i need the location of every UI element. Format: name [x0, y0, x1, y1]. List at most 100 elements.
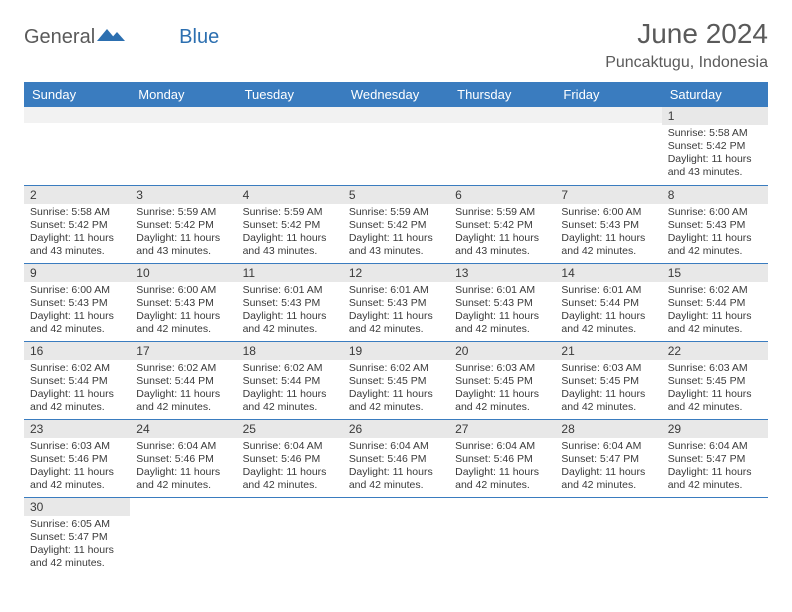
calendar-cell: 22Sunrise: 6:03 AMSunset: 5:45 PMDayligh… — [662, 341, 768, 419]
page-header: General Blue June 2024 Puncaktugu, Indon… — [24, 18, 768, 72]
calendar-cell — [662, 497, 768, 575]
calendar-cell: 9Sunrise: 6:00 AMSunset: 5:43 PMDaylight… — [24, 263, 130, 341]
weekday-header: Tuesday — [237, 82, 343, 107]
title-block: June 2024 Puncaktugu, Indonesia — [605, 18, 768, 72]
empty-daynum-bar — [449, 107, 555, 123]
calendar-cell: 30Sunrise: 6:05 AMSunset: 5:47 PMDayligh… — [24, 497, 130, 575]
day-details: Sunrise: 6:01 AMSunset: 5:43 PMDaylight:… — [449, 282, 555, 341]
day-details: Sunrise: 6:01 AMSunset: 5:43 PMDaylight:… — [237, 282, 343, 341]
day-number: 15 — [662, 264, 768, 282]
day-details: Sunrise: 6:02 AMSunset: 5:45 PMDaylight:… — [343, 360, 449, 419]
calendar-cell: 12Sunrise: 6:01 AMSunset: 5:43 PMDayligh… — [343, 263, 449, 341]
location-label: Puncaktugu, Indonesia — [605, 54, 768, 72]
day-details: Sunrise: 6:03 AMSunset: 5:45 PMDaylight:… — [662, 360, 768, 419]
calendar-row: 2Sunrise: 5:58 AMSunset: 5:42 PMDaylight… — [24, 185, 768, 263]
day-details: Sunrise: 6:01 AMSunset: 5:44 PMDaylight:… — [555, 282, 661, 341]
day-details: Sunrise: 6:03 AMSunset: 5:46 PMDaylight:… — [24, 438, 130, 497]
weekday-header: Saturday — [662, 82, 768, 107]
day-number: 2 — [24, 186, 130, 204]
calendar-cell — [343, 107, 449, 185]
day-details: Sunrise: 5:59 AMSunset: 5:42 PMDaylight:… — [449, 204, 555, 263]
calendar-cell: 17Sunrise: 6:02 AMSunset: 5:44 PMDayligh… — [130, 341, 236, 419]
day-number: 18 — [237, 342, 343, 360]
day-number: 5 — [343, 186, 449, 204]
weekday-header: Monday — [130, 82, 236, 107]
calendar-cell — [24, 107, 130, 185]
day-number: 16 — [24, 342, 130, 360]
day-number: 9 — [24, 264, 130, 282]
calendar-cell: 5Sunrise: 5:59 AMSunset: 5:42 PMDaylight… — [343, 185, 449, 263]
calendar-cell — [237, 497, 343, 575]
calendar-cell: 20Sunrise: 6:03 AMSunset: 5:45 PMDayligh… — [449, 341, 555, 419]
day-number: 23 — [24, 420, 130, 438]
weekday-header: Wednesday — [343, 82, 449, 107]
calendar-cell — [343, 497, 449, 575]
day-details: Sunrise: 6:00 AMSunset: 5:43 PMDaylight:… — [662, 204, 768, 263]
day-details: Sunrise: 6:04 AMSunset: 5:47 PMDaylight:… — [555, 438, 661, 497]
day-number: 28 — [555, 420, 661, 438]
day-number: 1 — [662, 107, 768, 125]
calendar-cell: 23Sunrise: 6:03 AMSunset: 5:46 PMDayligh… — [24, 419, 130, 497]
month-title: June 2024 — [605, 18, 768, 50]
day-number: 30 — [24, 498, 130, 516]
calendar-cell: 27Sunrise: 6:04 AMSunset: 5:46 PMDayligh… — [449, 419, 555, 497]
empty-daynum-bar — [130, 107, 236, 123]
calendar-cell — [449, 107, 555, 185]
calendar-cell: 11Sunrise: 6:01 AMSunset: 5:43 PMDayligh… — [237, 263, 343, 341]
day-number: 29 — [662, 420, 768, 438]
calendar-cell: 6Sunrise: 5:59 AMSunset: 5:42 PMDaylight… — [449, 185, 555, 263]
day-details: Sunrise: 6:04 AMSunset: 5:46 PMDaylight:… — [343, 438, 449, 497]
calendar-cell: 19Sunrise: 6:02 AMSunset: 5:45 PMDayligh… — [343, 341, 449, 419]
day-number: 24 — [130, 420, 236, 438]
calendar-cell — [237, 107, 343, 185]
calendar-row: 30Sunrise: 6:05 AMSunset: 5:47 PMDayligh… — [24, 497, 768, 575]
calendar-cell: 25Sunrise: 6:04 AMSunset: 5:46 PMDayligh… — [237, 419, 343, 497]
calendar-cell: 29Sunrise: 6:04 AMSunset: 5:47 PMDayligh… — [662, 419, 768, 497]
weekday-header: Sunday — [24, 82, 130, 107]
day-number: 21 — [555, 342, 661, 360]
calendar-cell: 7Sunrise: 6:00 AMSunset: 5:43 PMDaylight… — [555, 185, 661, 263]
day-details: Sunrise: 6:02 AMSunset: 5:44 PMDaylight:… — [130, 360, 236, 419]
day-number: 10 — [130, 264, 236, 282]
calendar-cell — [555, 497, 661, 575]
day-number: 6 — [449, 186, 555, 204]
calendar-cell: 8Sunrise: 6:00 AMSunset: 5:43 PMDaylight… — [662, 185, 768, 263]
day-number: 4 — [237, 186, 343, 204]
day-details: Sunrise: 6:00 AMSunset: 5:43 PMDaylight:… — [555, 204, 661, 263]
logo-text-main: General — [24, 26, 95, 49]
day-details: Sunrise: 6:04 AMSunset: 5:46 PMDaylight:… — [130, 438, 236, 497]
calendar-cell: 21Sunrise: 6:03 AMSunset: 5:45 PMDayligh… — [555, 341, 661, 419]
calendar-cell: 13Sunrise: 6:01 AMSunset: 5:43 PMDayligh… — [449, 263, 555, 341]
day-details: Sunrise: 6:01 AMSunset: 5:43 PMDaylight:… — [343, 282, 449, 341]
day-details: Sunrise: 5:58 AMSunset: 5:42 PMDaylight:… — [662, 125, 768, 184]
calendar-cell: 15Sunrise: 6:02 AMSunset: 5:44 PMDayligh… — [662, 263, 768, 341]
day-details: Sunrise: 5:59 AMSunset: 5:42 PMDaylight:… — [343, 204, 449, 263]
empty-daynum-bar — [343, 107, 449, 123]
day-number: 20 — [449, 342, 555, 360]
calendar-cell: 10Sunrise: 6:00 AMSunset: 5:43 PMDayligh… — [130, 263, 236, 341]
calendar-cell — [130, 107, 236, 185]
calendar-body: 1Sunrise: 5:58 AMSunset: 5:42 PMDaylight… — [24, 107, 768, 575]
day-details: Sunrise: 6:00 AMSunset: 5:43 PMDaylight:… — [24, 282, 130, 341]
day-details: Sunrise: 6:03 AMSunset: 5:45 PMDaylight:… — [449, 360, 555, 419]
day-details: Sunrise: 6:00 AMSunset: 5:43 PMDaylight:… — [130, 282, 236, 341]
day-details: Sunrise: 5:59 AMSunset: 5:42 PMDaylight:… — [130, 204, 236, 263]
logo: General Blue — [24, 26, 219, 49]
empty-daynum-bar — [237, 107, 343, 123]
calendar-row: 23Sunrise: 6:03 AMSunset: 5:46 PMDayligh… — [24, 419, 768, 497]
day-number: 3 — [130, 186, 236, 204]
calendar-cell: 24Sunrise: 6:04 AMSunset: 5:46 PMDayligh… — [130, 419, 236, 497]
day-number: 13 — [449, 264, 555, 282]
logo-swoosh-icon — [97, 27, 125, 48]
calendar-cell: 3Sunrise: 5:59 AMSunset: 5:42 PMDaylight… — [130, 185, 236, 263]
calendar-cell: 16Sunrise: 6:02 AMSunset: 5:44 PMDayligh… — [24, 341, 130, 419]
calendar-cell — [130, 497, 236, 575]
calendar-cell: 26Sunrise: 6:04 AMSunset: 5:46 PMDayligh… — [343, 419, 449, 497]
day-details: Sunrise: 5:59 AMSunset: 5:42 PMDaylight:… — [237, 204, 343, 263]
day-number: 8 — [662, 186, 768, 204]
calendar-cell: 14Sunrise: 6:01 AMSunset: 5:44 PMDayligh… — [555, 263, 661, 341]
day-number: 7 — [555, 186, 661, 204]
day-details: Sunrise: 6:05 AMSunset: 5:47 PMDaylight:… — [24, 516, 130, 575]
weekday-header-row: SundayMondayTuesdayWednesdayThursdayFrid… — [24, 82, 768, 107]
day-details: Sunrise: 6:02 AMSunset: 5:44 PMDaylight:… — [24, 360, 130, 419]
